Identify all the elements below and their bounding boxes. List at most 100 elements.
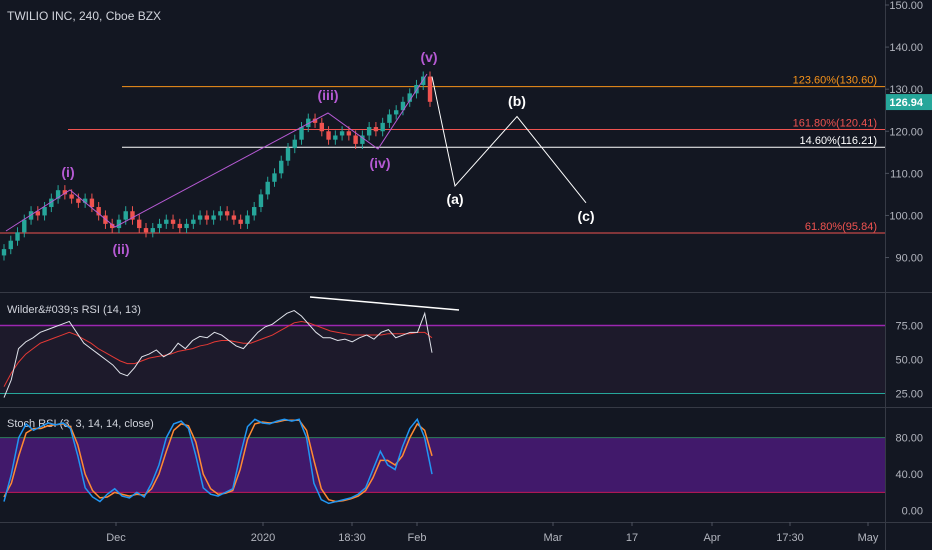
candle-body <box>49 198 54 208</box>
candle-body <box>22 219 27 233</box>
candle-body <box>1 249 7 256</box>
time-tick-label: 18:30 <box>338 532 366 544</box>
candle-body <box>279 160 284 174</box>
candle-body <box>414 84 419 94</box>
time-tick-label: Mar <box>544 532 563 544</box>
wave-label: (iv) <box>370 155 391 171</box>
candle-body <box>76 198 81 203</box>
candle-body <box>292 139 297 149</box>
rsi-signal-line <box>3 320 433 387</box>
elliott-wave-path <box>5 73 428 232</box>
candle-body <box>319 122 325 132</box>
stoch-d-line <box>3 419 433 503</box>
rsi-tick-label: 50.00 <box>895 355 923 367</box>
candle-body <box>285 148 291 161</box>
time-tick-label: 17:30 <box>776 532 804 544</box>
candle-body <box>407 93 412 102</box>
candle-body <box>231 215 237 220</box>
candle-body <box>224 211 230 216</box>
candle-body <box>353 135 358 144</box>
candle-body <box>89 198 95 208</box>
candle-body <box>387 114 392 123</box>
candle-body <box>62 190 68 195</box>
stoch-band-fill <box>0 437 885 493</box>
candle-body <box>333 135 338 140</box>
projection-path <box>431 76 587 204</box>
candle-body <box>150 228 155 233</box>
candle-body <box>137 219 142 229</box>
candle-body <box>373 127 379 132</box>
price-tick-label: 90.00 <box>895 253 923 265</box>
candle-body <box>184 223 189 229</box>
projection-label: (b) <box>508 93 526 109</box>
candle-body <box>366 127 372 136</box>
rsi-title: Wilder&#039;s RSI (14, 13) <box>7 304 141 316</box>
wave-label: (ii) <box>112 241 129 257</box>
candle-body <box>265 181 270 195</box>
candle-body <box>197 215 203 220</box>
rsi-band-fill <box>0 325 885 394</box>
rsi-tick-label: 75.00 <box>895 321 923 333</box>
rsi-tick-label: 25.00 <box>895 388 923 400</box>
candle-body <box>258 194 264 208</box>
fib-level-label: 123.60%(130.60) <box>793 75 877 87</box>
candle-body <box>143 228 149 233</box>
projection-label: (c) <box>577 208 594 224</box>
projection-label: (a) <box>446 191 463 207</box>
candle-body <box>170 219 176 224</box>
wave-label: (v) <box>420 49 437 65</box>
price-tick-label: 150.00 <box>889 0 923 12</box>
price-tick-label: 120.00 <box>889 126 923 138</box>
candle-body <box>35 211 41 216</box>
fib-level-label: 14.60%(116.21) <box>800 135 877 147</box>
candle-body <box>360 135 365 144</box>
candle-body <box>346 131 352 136</box>
time-tick-label: Dec <box>106 532 126 544</box>
rsi-line <box>3 310 433 398</box>
last-price-badge <box>886 94 932 111</box>
stoch-k-line <box>3 417 433 505</box>
chart-title: TWILIO INC, 240, Cboe BZX <box>7 9 162 23</box>
stoch-tick-label: 80.00 <box>895 433 923 445</box>
candle-body <box>238 219 243 224</box>
price-tick-label: 130.00 <box>889 84 923 96</box>
candle-body <box>82 198 88 203</box>
time-tick-label: Apr <box>703 532 720 544</box>
fib-level-label: 61.80%(95.84) <box>805 221 877 233</box>
time-tick-label: 17 <box>626 532 638 544</box>
candle-body <box>69 194 74 199</box>
candle-body <box>55 190 61 199</box>
candle-body <box>109 223 115 229</box>
candle-body <box>421 76 426 85</box>
stoch-tick-label: 40.00 <box>895 469 923 481</box>
candle-body <box>204 215 210 220</box>
time-tick-label: May <box>858 532 879 544</box>
candle-body <box>164 219 169 224</box>
candle-body <box>123 211 128 220</box>
candle-body <box>96 207 101 216</box>
fib-level-label: 161.80%(120.41) <box>793 118 877 130</box>
candle-body <box>272 173 277 182</box>
candle-body <box>245 215 250 224</box>
stoch-tick-label: 0.00 <box>902 506 923 518</box>
candle-body <box>116 219 122 229</box>
time-tick-label: 2020 <box>251 532 275 544</box>
last-price-label: 126.94 <box>889 97 924 109</box>
candle-body <box>306 118 311 128</box>
time-tick-label: Feb <box>408 532 427 544</box>
price-tick-label: 100.00 <box>889 210 923 222</box>
candle-body <box>393 110 399 115</box>
candle-body <box>339 131 345 136</box>
candle-body <box>380 122 385 132</box>
candle-body <box>191 219 196 224</box>
candle-body <box>326 131 331 140</box>
candle-body <box>157 223 162 229</box>
candle-body <box>312 118 318 123</box>
wave-label: (i) <box>61 164 74 180</box>
candle-body <box>177 223 183 229</box>
candle-body <box>400 101 406 111</box>
candle-body <box>299 127 304 140</box>
rsi-divergence-line <box>309 296 460 311</box>
price-tick-label: 110.00 <box>890 168 923 180</box>
